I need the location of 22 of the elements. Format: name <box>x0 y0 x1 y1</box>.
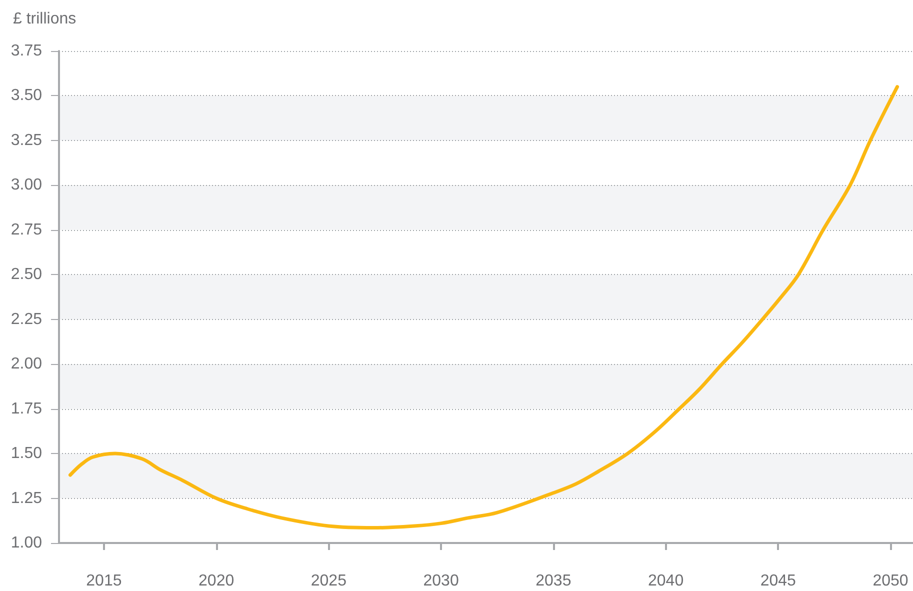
y-tick-label: 1.50 <box>10 445 42 462</box>
x-tick-label: 2035 <box>536 572 572 590</box>
y-tick-label: 3.50 <box>10 87 42 104</box>
x-tick-label: 2045 <box>760 572 796 590</box>
y-tick-label: 2.25 <box>10 310 42 328</box>
y-tick-label: 2.00 <box>10 356 42 373</box>
x-tick-label: 2015 <box>86 572 122 590</box>
y-tick-label: 3.75 <box>10 42 42 60</box>
x-tick-label: 2025 <box>310 572 347 590</box>
x-tick-label: 2020 <box>198 572 234 590</box>
y-tick-label: 1.25 <box>10 490 42 507</box>
y-tick-label: 1.00 <box>10 534 42 552</box>
y-axis-title: £ trillions <box>13 10 76 28</box>
y-tick-label: 3.25 <box>10 132 42 149</box>
line-series <box>68 85 900 530</box>
x-tick-label: 2050 <box>872 572 908 590</box>
x-tick-label: 2040 <box>648 572 684 590</box>
y-tick-label: 3.00 <box>10 176 42 194</box>
y-tick-label: 2.75 <box>10 221 42 238</box>
y-tick-label: 1.75 <box>10 400 42 418</box>
x-tick-label: 2030 <box>423 572 459 590</box>
y-tick-label: 2.50 <box>10 266 42 284</box>
